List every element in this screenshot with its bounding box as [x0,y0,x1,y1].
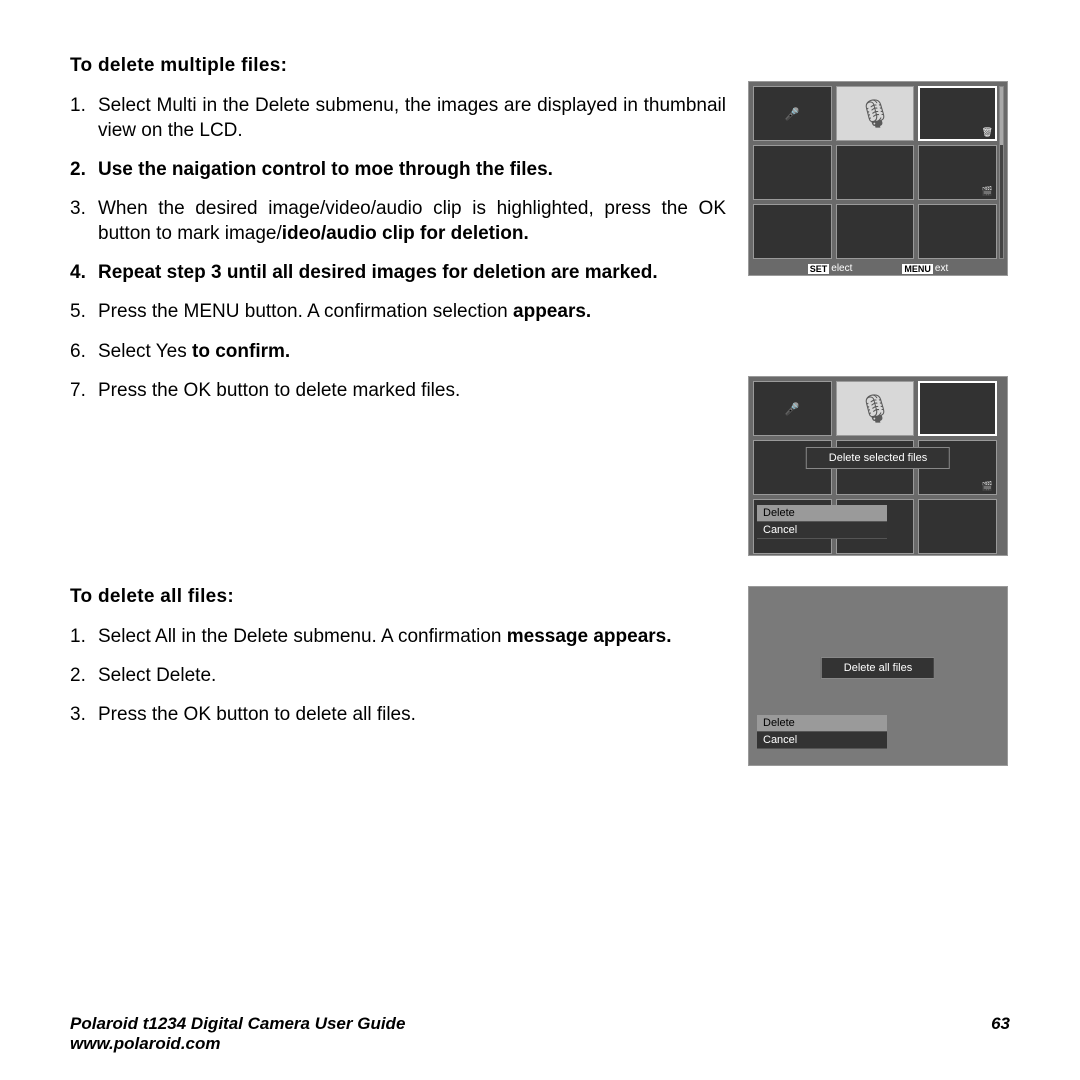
video-icon: 🎬 [982,481,993,492]
scrollbar-handle [1000,87,1003,145]
options-list: Delete Cancel [757,505,887,539]
thumb-9 [918,499,997,554]
footer-title: Polaroid t1234 Digital Camera User Guide [70,1014,405,1034]
dialog-delete-selected: Delete selected files [806,447,950,469]
thumb-3-selected: 🗑 [918,86,997,141]
mic-icon: 🎙 [857,97,893,130]
step-1: 1.Select All in the Delete submenu. A co… [70,624,726,649]
lcd-thumbnail-grid: 🎤 🎙 🗑 🎬 SETelect MENUext [748,81,1008,276]
trash-icon: 🗑 [982,127,993,138]
option-delete: Delete [757,715,887,732]
section-delete-all: To delete all files: 1.Select All in the… [70,586,1010,766]
lcd-delete-all: Delete all files Delete Cancel [748,586,1008,766]
step-2: 2.Select Delete. [70,663,726,688]
figure-column: 🎤 🎙 🗑 🎬 SETelect MENUext 🎤 🎙 [748,55,1010,556]
page-footer: Polaroid t1234 Digital Camera User Guide… [70,1014,1010,1054]
thumb-3-selected [918,381,997,436]
dialog-delete-all: Delete all files [821,657,935,679]
thumb-2-highlighted: 🎙 [836,381,915,436]
figure-column: Delete all files Delete Cancel [748,586,1010,766]
footer-url: www.polaroid.com [70,1034,405,1054]
options-list: Delete Cancel [757,715,887,749]
thumb-4 [753,145,832,200]
thumbnail-grid: 🎤 🎙 🗑 🎬 [753,86,997,259]
text-column: To delete multiple files: 1.Select Multi… [70,55,726,556]
step-6: 6.Select Yes to confirm. [70,339,726,364]
section-delete-multiple: To delete multiple files: 1.Select Multi… [70,55,1010,556]
thumb-1: 🎤 [753,86,832,141]
mic-icon: 🎙 [857,392,893,425]
step-7: 7.Press the OK button to delete marked f… [70,378,726,403]
lcd-delete-selected: 🎤 🎙 🎬 Delete selected files Delete Cance… [748,376,1008,556]
option-cancel: Cancel [757,522,887,539]
video-icon: 🎬 [982,186,993,197]
option-cancel: Cancel [757,732,887,749]
option-delete: Delete [757,505,887,522]
thumb-5 [836,145,915,200]
scrollbar [999,86,1004,259]
footer-left: Polaroid t1234 Digital Camera User Guide… [70,1014,405,1054]
mic-icon: 🎤 [785,107,800,121]
footer-set: SETelect [808,263,853,274]
steps-list: 1.Select Multi in the Delete submenu, th… [70,93,726,403]
thumb-7 [753,204,832,259]
step-5: 5.Press the MENU button. A confirmation … [70,299,726,324]
step-3: 3.Press the OK button to delete all file… [70,702,726,727]
thumb-1: 🎤 [753,381,832,436]
steps-list: 1.Select All in the Delete submenu. A co… [70,624,726,727]
step-4: 4.Repeat step 3 until all desired images… [70,260,726,285]
section-title: To delete multiple files: [70,55,726,77]
thumb-6: 🎬 [918,145,997,200]
mic-icon: 🎤 [785,402,800,416]
step-1: 1.Select Multi in the Delete submenu, th… [70,93,726,143]
page-number: 63 [991,1014,1010,1054]
text-column: To delete all files: 1.Select All in the… [70,586,726,766]
lcd-footer: SETelect MENUext [753,259,1003,276]
footer-menu: MENUext [902,263,948,274]
thumb-2-highlighted: 🎙 [836,86,915,141]
section-title: To delete all files: [70,586,726,608]
thumb-9 [918,204,997,259]
step-3: 3.When the desired image/video/audio cli… [70,196,726,246]
thumb-8 [836,204,915,259]
step-2: 2.Use the naigation control to moe throu… [70,157,726,182]
